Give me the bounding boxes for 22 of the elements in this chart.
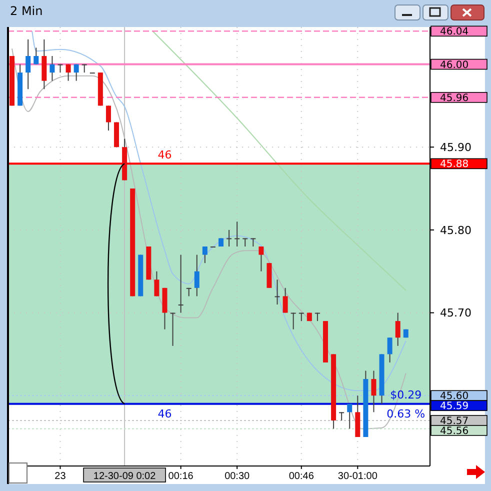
ref-line-label: 46.00 bbox=[440, 60, 469, 71]
annotation: 46 bbox=[158, 148, 172, 162]
annotation: $0.29 bbox=[390, 388, 422, 402]
ref-line-label: 45.59 bbox=[440, 401, 469, 412]
y-tick-label: 45.90 bbox=[440, 140, 472, 154]
annotation: 0.63 % bbox=[386, 408, 426, 421]
ref-line-label: 45.60 bbox=[440, 391, 469, 402]
ref-line-label: 45.96 bbox=[440, 92, 469, 104]
annotation: 46 bbox=[158, 408, 172, 421]
x-tick-label: 00:16 bbox=[168, 471, 194, 482]
x-tick-label: 00:30 bbox=[224, 471, 250, 482]
chart-title: 2 Min bbox=[10, 4, 43, 18]
ref-line-label: 45.88 bbox=[440, 159, 469, 170]
ref-line-label: 45.56 bbox=[440, 426, 469, 437]
x-tick-label: 23 bbox=[54, 471, 66, 482]
x-tick-label: 00:46 bbox=[288, 471, 314, 482]
y-tick-label: 45.80 bbox=[440, 224, 472, 237]
ref-line-label: 45.57 bbox=[440, 416, 469, 427]
y-tick-label: 45.70 bbox=[440, 306, 472, 320]
ref-line-label: 12-30-09 0:02 bbox=[93, 471, 156, 482]
ref-line-label: 46.04 bbox=[440, 26, 469, 38]
x-tick-label: 30-01:00 bbox=[338, 471, 378, 482]
